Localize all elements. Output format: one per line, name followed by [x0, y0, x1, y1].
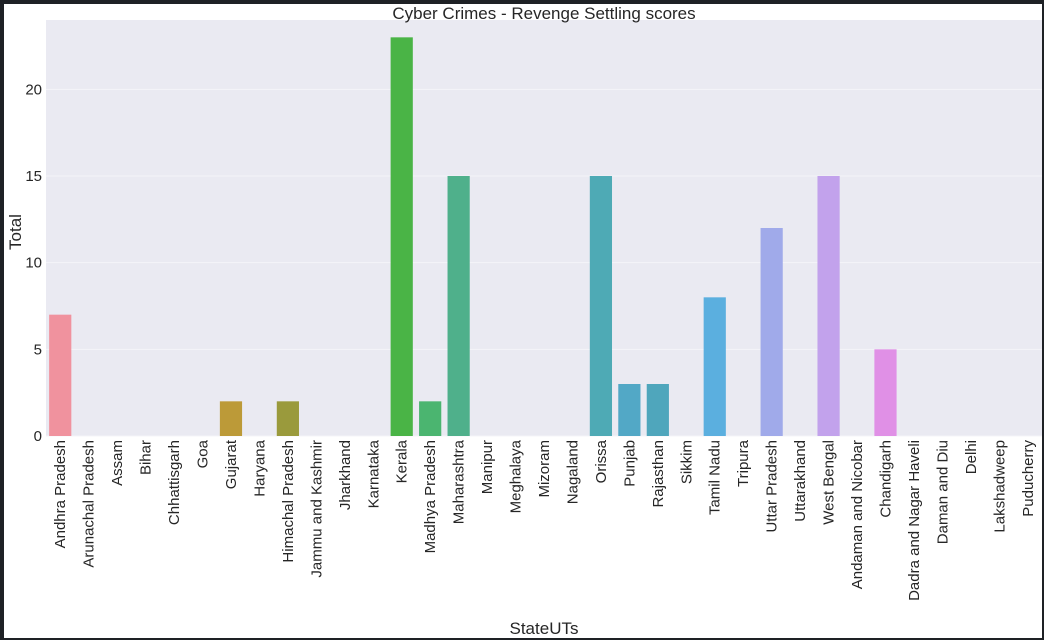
bar — [817, 176, 840, 436]
y-tick-label: 20 — [25, 81, 42, 98]
bar — [646, 384, 669, 436]
bar — [49, 314, 72, 436]
x-tick-label: Manipur — [479, 440, 496, 494]
x-tick-label: Assam — [109, 440, 126, 486]
bar — [276, 401, 299, 436]
bar — [390, 37, 413, 436]
x-tick-label: Punjab — [621, 440, 638, 487]
y-tick-label: 0 — [34, 428, 42, 445]
x-tick-label: Goa — [195, 439, 212, 468]
bar — [760, 228, 783, 436]
x-tick-label: Uttarakhand — [792, 440, 809, 522]
x-tick-label: Uttar Pradesh — [764, 440, 781, 533]
bar — [219, 401, 243, 436]
x-tick-label: Kerala — [394, 439, 411, 483]
x-tick-label: Arunachal Pradesh — [81, 440, 98, 568]
x-tick-label: Tamil Nadu — [707, 440, 724, 515]
chart-title: Cyber Crimes - Revenge Settling scores — [392, 4, 695, 23]
x-tick-label: Maharashtra — [451, 439, 468, 524]
x-axis-title: StateUTs — [510, 619, 579, 638]
y-tick-label: 10 — [25, 255, 42, 272]
bar — [874, 349, 897, 436]
y-tick-label: 15 — [25, 168, 42, 185]
x-tick-label: Jharkhand — [337, 440, 354, 510]
x-tick-label: Tripura — [735, 439, 752, 487]
bars — [49, 37, 897, 436]
x-tick-label: Andaman and Nicobar — [849, 440, 866, 589]
x-tick-label: Bihar — [138, 440, 155, 475]
x-tick-label: Haryana — [251, 439, 268, 496]
x-tick-label: West Bengal — [821, 440, 838, 525]
bar — [419, 401, 442, 436]
x-tick-label: Madhya Pradesh — [422, 440, 439, 553]
x-tick-labels: Andhra Pradesh Arunachal Pradesh Assam Biha… — [52, 439, 1037, 601]
x-tick-label: Chhattisgarh — [166, 440, 183, 525]
x-tick-label: Orissa — [593, 439, 610, 483]
x-tick-label: Jammu and Kashmir — [308, 440, 325, 578]
x-tick-label: Karnataka — [365, 439, 382, 508]
y-tick-label: 5 — [34, 341, 42, 358]
x-tick-label: Nagaland — [564, 440, 581, 504]
x-tick-label: Himachal Pradesh — [280, 440, 297, 563]
bar — [589, 176, 613, 436]
x-tick-label: Meghalaya — [508, 439, 525, 513]
x-tick-label: Andhra Pradesh — [52, 440, 69, 548]
x-tick-label: Delhi — [963, 440, 980, 474]
x-tick-label: Chandigarh — [877, 440, 894, 518]
x-tick-label: Daman and Diu — [934, 440, 951, 544]
x-tick-label: Mizoram — [536, 440, 553, 498]
x-tick-label: Gujarat — [223, 439, 240, 489]
x-tick-label: Dadra and Nagar Haveli — [906, 440, 923, 601]
chart-figure: 0 5 10 15 20 Andhra Pradesh Arunachal Pradesh… — [4, 4, 1042, 638]
x-tick-label: Sikkim — [678, 440, 695, 484]
y-axis-title: Total — [6, 214, 25, 250]
y-tick-labels: 0 5 10 15 20 — [25, 81, 42, 445]
bar — [447, 176, 470, 436]
x-tick-label: Rajasthan — [650, 440, 667, 508]
bar — [703, 297, 726, 436]
bar-chart: 0 5 10 15 20 Andhra Pradesh Arunachal Pradesh… — [6, 4, 1042, 638]
x-tick-label: Lakshadweep — [991, 440, 1008, 533]
x-tick-label: Puducherry — [1020, 440, 1037, 517]
bar — [618, 384, 641, 436]
